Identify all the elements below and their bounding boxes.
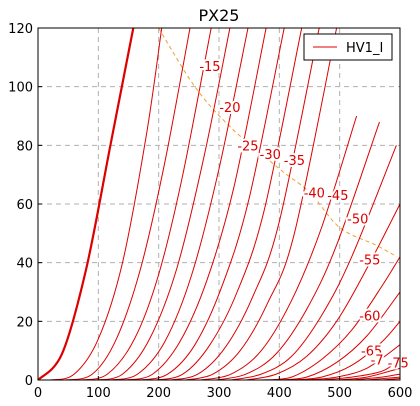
y-tick-label: 40 [16,257,33,272]
y-axis: 0 20 40 60 80 100 120 [8,22,42,389]
curve-grid-25 [110,28,249,380]
x-axis: 0 100 200 300 400 500 600 [34,376,413,401]
curve-label: -50 [347,213,368,228]
y-tick-label: 60 [16,198,33,213]
x-tick-label: 500 [327,386,352,401]
curve-layer [38,28,400,380]
curve-label: -55 [359,254,380,269]
load-line-layer [158,28,398,258]
curve-label: -65 [361,345,382,360]
curve-label: -40 [304,186,325,201]
curve-grid-65 [231,145,397,380]
x-tick-label: 0 [34,386,42,401]
curve-grid-35 [140,28,285,380]
curve-label-layer: -15 -20 -25-30 -35 -40 -45 -50 -55 -60 -65-7 -75 [197,58,410,373]
curve-grid-80 [276,291,400,380]
curve-label: -15 [199,60,220,75]
curve-label: -60 [359,309,380,324]
legend: HV1_I [303,33,393,61]
y-tick-label: 20 [16,315,33,330]
curve-grid-15 [80,28,212,380]
curve-grid-85 [291,320,400,380]
curve-label: -35 [284,154,305,169]
curve-grid-10 [65,28,191,380]
curve-label: -30 [260,148,281,163]
x-tick-label: 600 [388,386,413,401]
legend-label: HV1_I [346,41,383,56]
y-tick-label: 80 [16,139,33,154]
x-tick-label: 300 [207,386,232,401]
curve-label: -75 [388,356,409,371]
curve-grid-70 [246,203,400,380]
curve-grid-50 [185,28,338,380]
curve-label: -7 [371,353,384,368]
y-tick-label: 0 [25,374,33,389]
curve-grid-105 [351,373,400,380]
curve-grid-20 [95,28,231,380]
curve-grid-55 [200,115,358,380]
curve-grid-75 [261,256,400,380]
x-tick-label: 100 [86,386,111,401]
grid-lines [38,28,400,380]
x-tick-label: 200 [146,386,171,401]
curve-grid-95 [321,359,400,380]
x-tick-label: 400 [267,386,292,401]
chart-title: PX25 [199,6,240,25]
load-line [158,28,398,258]
y-tick-label: 100 [8,81,33,96]
curve-label: -20 [219,101,240,116]
curve-label: -25 [237,139,258,154]
curve-grid-45 [170,28,320,380]
curve-grid-90 [306,344,400,380]
curve-grid-40 [155,28,303,380]
curve-grid-30 [125,28,267,380]
curve-grid-5 [49,28,163,380]
y-tick-label: 120 [8,22,33,37]
curve-grid-0 [38,28,135,380]
curve-grid-60 [215,121,380,380]
curve-label: -45 [327,189,348,204]
